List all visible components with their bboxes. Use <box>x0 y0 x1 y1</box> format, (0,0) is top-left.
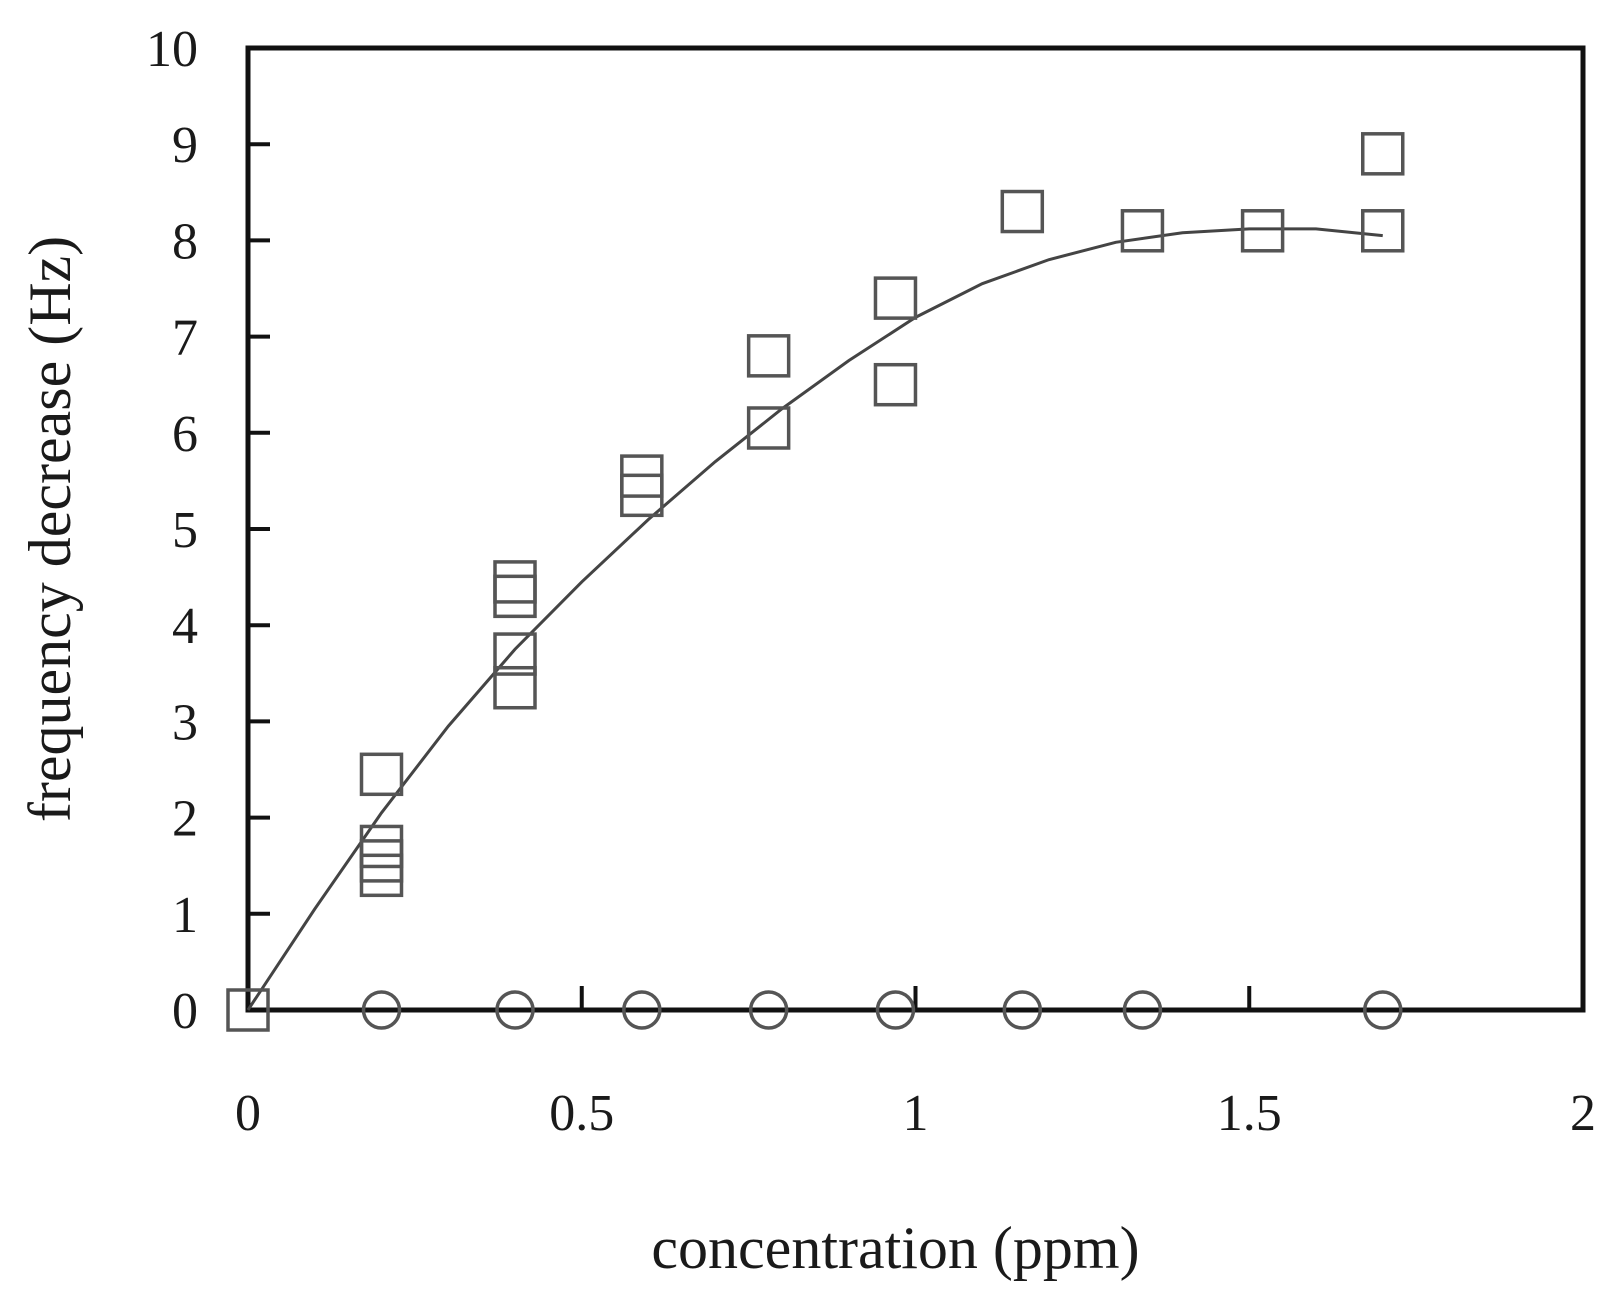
square-data-point <box>493 560 537 604</box>
square-data-point <box>746 334 791 378</box>
tick-labels: 0 0.5 1 1.5 2 0 1 2 3 4 5 6 7 8 9 10 <box>146 21 1596 1142</box>
x-tick-label: 1 <box>903 1085 929 1142</box>
y-tick-label: 8 <box>172 213 198 270</box>
x-tick-label: 2 <box>1570 1085 1596 1142</box>
y-tick-label: 0 <box>172 983 198 1040</box>
square-data-point <box>1361 132 1405 176</box>
marker-layer <box>226 132 1405 1032</box>
square-data-point <box>1361 209 1405 253</box>
square-data-point <box>873 362 918 407</box>
square-data-point <box>493 632 537 676</box>
plot-frame <box>245 45 1586 1013</box>
fit-curve-line <box>246 227 1383 1011</box>
square-data-point <box>1000 189 1045 234</box>
fit-layer <box>246 227 1383 1011</box>
square-data-point <box>226 988 270 1032</box>
y-tick-label: 5 <box>172 502 198 559</box>
x-tick-label: 1.5 <box>1217 1085 1282 1142</box>
x-axis-title: concentration (ppm) <box>651 1215 1139 1281</box>
y-tick-label: 10 <box>146 21 198 78</box>
y-tick-label: 3 <box>172 694 198 751</box>
square-data-point <box>1120 209 1165 253</box>
square-data-point <box>746 406 791 450</box>
circle-data-point <box>748 990 789 1030</box>
square-data-point <box>873 276 918 320</box>
y-tick-label: 7 <box>172 310 198 367</box>
y-tick-label: 2 <box>172 791 198 848</box>
square-data-point <box>493 665 537 710</box>
circle-data-point <box>361 990 402 1030</box>
square-data-point <box>359 853 404 898</box>
y-tick-label: 1 <box>172 887 198 944</box>
circle-data-point <box>1002 990 1043 1030</box>
square-data-point <box>620 473 664 518</box>
y-axis-title: frequency decrease (Hz) <box>17 236 83 822</box>
circle-data-point <box>622 990 662 1030</box>
circle-data-point <box>1122 990 1163 1030</box>
y-tick-label: 6 <box>172 406 198 463</box>
x-tick-label: 0 <box>235 1085 261 1142</box>
square-data-point <box>359 752 404 797</box>
circle-data-point <box>1363 990 1403 1030</box>
y-tick-label: 9 <box>172 117 198 174</box>
square-data-point <box>359 839 404 883</box>
x-tick-label: 0.5 <box>549 1085 614 1142</box>
square-data-point <box>1240 209 1285 253</box>
y-tick-label: 4 <box>172 598 198 655</box>
square-data-point <box>493 574 537 619</box>
circle-data-point <box>875 990 916 1030</box>
plot-area <box>245 45 1586 1013</box>
axis-ticks <box>246 46 1585 1012</box>
circle-data-point <box>495 990 535 1030</box>
